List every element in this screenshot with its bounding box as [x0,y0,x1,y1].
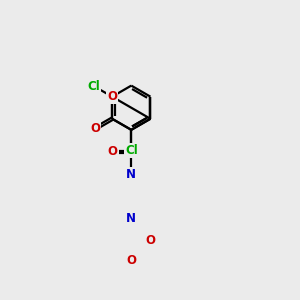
Text: Cl: Cl [125,144,138,158]
Text: N: N [126,212,136,225]
Text: N: N [126,168,136,181]
Text: O: O [90,122,100,135]
Text: Cl: Cl [88,80,100,93]
Text: O: O [145,234,155,247]
Text: O: O [126,254,136,267]
Text: O: O [107,90,117,103]
Text: O: O [107,146,118,158]
